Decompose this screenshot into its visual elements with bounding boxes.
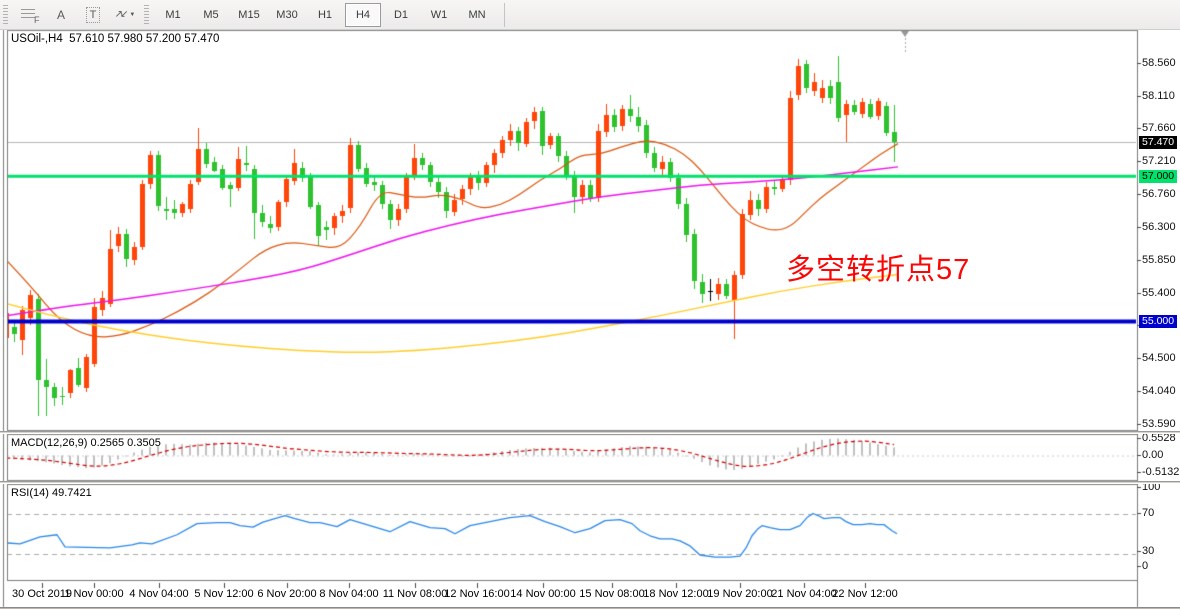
rsi-axis-label: 0 xyxy=(1142,560,1149,572)
macd-axis-label: 0.5528 xyxy=(1142,432,1176,444)
timeframe-button-MN[interactable]: MN xyxy=(468,8,486,21)
price-axis-label: 57.210 xyxy=(1142,155,1176,168)
price-axis-label: 57.660 xyxy=(1142,122,1176,135)
toolbar-drag-handle[interactable] xyxy=(144,4,149,25)
price-axis-label: 56.760 xyxy=(1142,187,1176,200)
time-axis-label: 30 Oct 2019 xyxy=(12,588,72,600)
rsi-label: RSI(14) 49.7421 xyxy=(11,487,92,499)
time-axis-label: 6 Nov 20:00 xyxy=(257,588,317,600)
time-axis-label: 11 Nov 08:00 xyxy=(382,588,448,600)
time-axis-label: 8 Nov 04:00 xyxy=(319,588,379,600)
time-axis-label: 19 Nov 20:00 xyxy=(707,588,773,600)
price-axis-label: 55.850 xyxy=(1142,253,1176,266)
price-axis-label: 58.560 xyxy=(1142,57,1176,69)
toolbar: F A T ↗↙ ▼ M1 M5 M15 M30 H1 H4 D1 W1 MN xyxy=(0,0,1180,30)
text-box-icon: T xyxy=(85,6,101,23)
time-axis[interactable]: 30 Oct 2019 1 Nov 00:00 4 Nov 04:00 5 Nov 1… xyxy=(0,583,1137,607)
time-axis-label: 4 Nov 04:00 xyxy=(129,588,189,600)
price-axis-label: 54.500 xyxy=(1142,351,1176,364)
fibonacci-icon: F xyxy=(20,8,40,25)
timeframe-button-M5[interactable]: M5 xyxy=(203,8,219,21)
ohlc-info: USOil-,H4 57.610 57.980 57.200 57.470 xyxy=(11,33,220,45)
arrows-icon: ↗↙ xyxy=(114,9,129,20)
timeframe-button-M30[interactable]: M30 xyxy=(276,8,298,21)
text-box-tool-button[interactable]: T xyxy=(79,2,107,28)
timeframe-button-M15[interactable]: M15 xyxy=(238,8,260,21)
rsi-axis-label: 70 xyxy=(1142,507,1155,519)
price-axis-label: 53.590 xyxy=(1142,418,1176,431)
price-badge: 55.000 xyxy=(1139,315,1178,329)
panel-splitter[interactable] xyxy=(0,481,1180,484)
timeframe-group: M1 M5 M15 M30 H1 H4 D1 W1 MN xyxy=(154,0,496,29)
time-axis-label: 12 Nov 16:00 xyxy=(444,588,510,600)
price-badge: 57.000 xyxy=(1139,169,1178,183)
text-label-icon: A xyxy=(56,7,65,22)
time-axis-label: 18 Nov 12:00 xyxy=(643,588,709,600)
timeframe-button-D1[interactable]: D1 xyxy=(393,8,409,21)
text-label-tool-button[interactable]: A xyxy=(47,2,75,28)
time-axis-label: 5 Nov 12:00 xyxy=(194,588,254,600)
timeframe-button-W1[interactable]: W1 xyxy=(430,8,448,21)
drawing-tools-group: F A T ↗↙ ▼ xyxy=(13,0,141,29)
price-axis[interactable]: 58.560 58.110 57.660 57.210 56.760 56.300 55.8… xyxy=(1138,30,1180,607)
rsi-axis-label: 100 xyxy=(1142,481,1161,493)
time-axis-label: 22 Nov 12:00 xyxy=(832,588,898,600)
arrow-tool-button[interactable]: ↗↙ ▼ xyxy=(111,2,139,28)
time-axis-label: 21 Nov 04:00 xyxy=(771,588,837,600)
toolbar-drag-handle[interactable] xyxy=(3,4,8,25)
chart-annotation[interactable]: 多空转折点57 xyxy=(786,254,971,286)
timeframe-button-M1[interactable]: M1 xyxy=(165,8,181,21)
toolbar-separator xyxy=(504,2,505,27)
time-axis-label: 15 Nov 08:00 xyxy=(579,588,645,600)
time-axis-label: 1 Nov 00:00 xyxy=(64,588,124,600)
macd-label: MACD(12,26,9) 0.2565 0.3505 xyxy=(11,437,161,449)
dropdown-caret-icon: ▼ xyxy=(129,11,136,18)
window-bottom-edge xyxy=(0,607,1180,609)
time-axis-label: 14 Nov 00:00 xyxy=(510,588,576,600)
price-badge: 57.470 xyxy=(1139,135,1178,149)
panel-splitter[interactable] xyxy=(0,431,1180,434)
price-axis-label: 56.300 xyxy=(1142,221,1176,234)
price-axis-label: 55.400 xyxy=(1142,286,1176,299)
price-axis-label: 58.110 xyxy=(1142,89,1175,102)
rsi-axis-label: 30 xyxy=(1142,545,1155,557)
price-axis-label: 54.040 xyxy=(1142,385,1176,398)
fibonacci-tool-button[interactable]: F xyxy=(15,2,43,28)
macd-axis-label: 0.00 xyxy=(1142,449,1164,461)
timeframe-button-H1[interactable]: H1 xyxy=(317,8,333,21)
timeframe-button-H4[interactable]: H4 xyxy=(345,2,381,27)
macd-axis-label: -0.5132 xyxy=(1142,466,1180,478)
